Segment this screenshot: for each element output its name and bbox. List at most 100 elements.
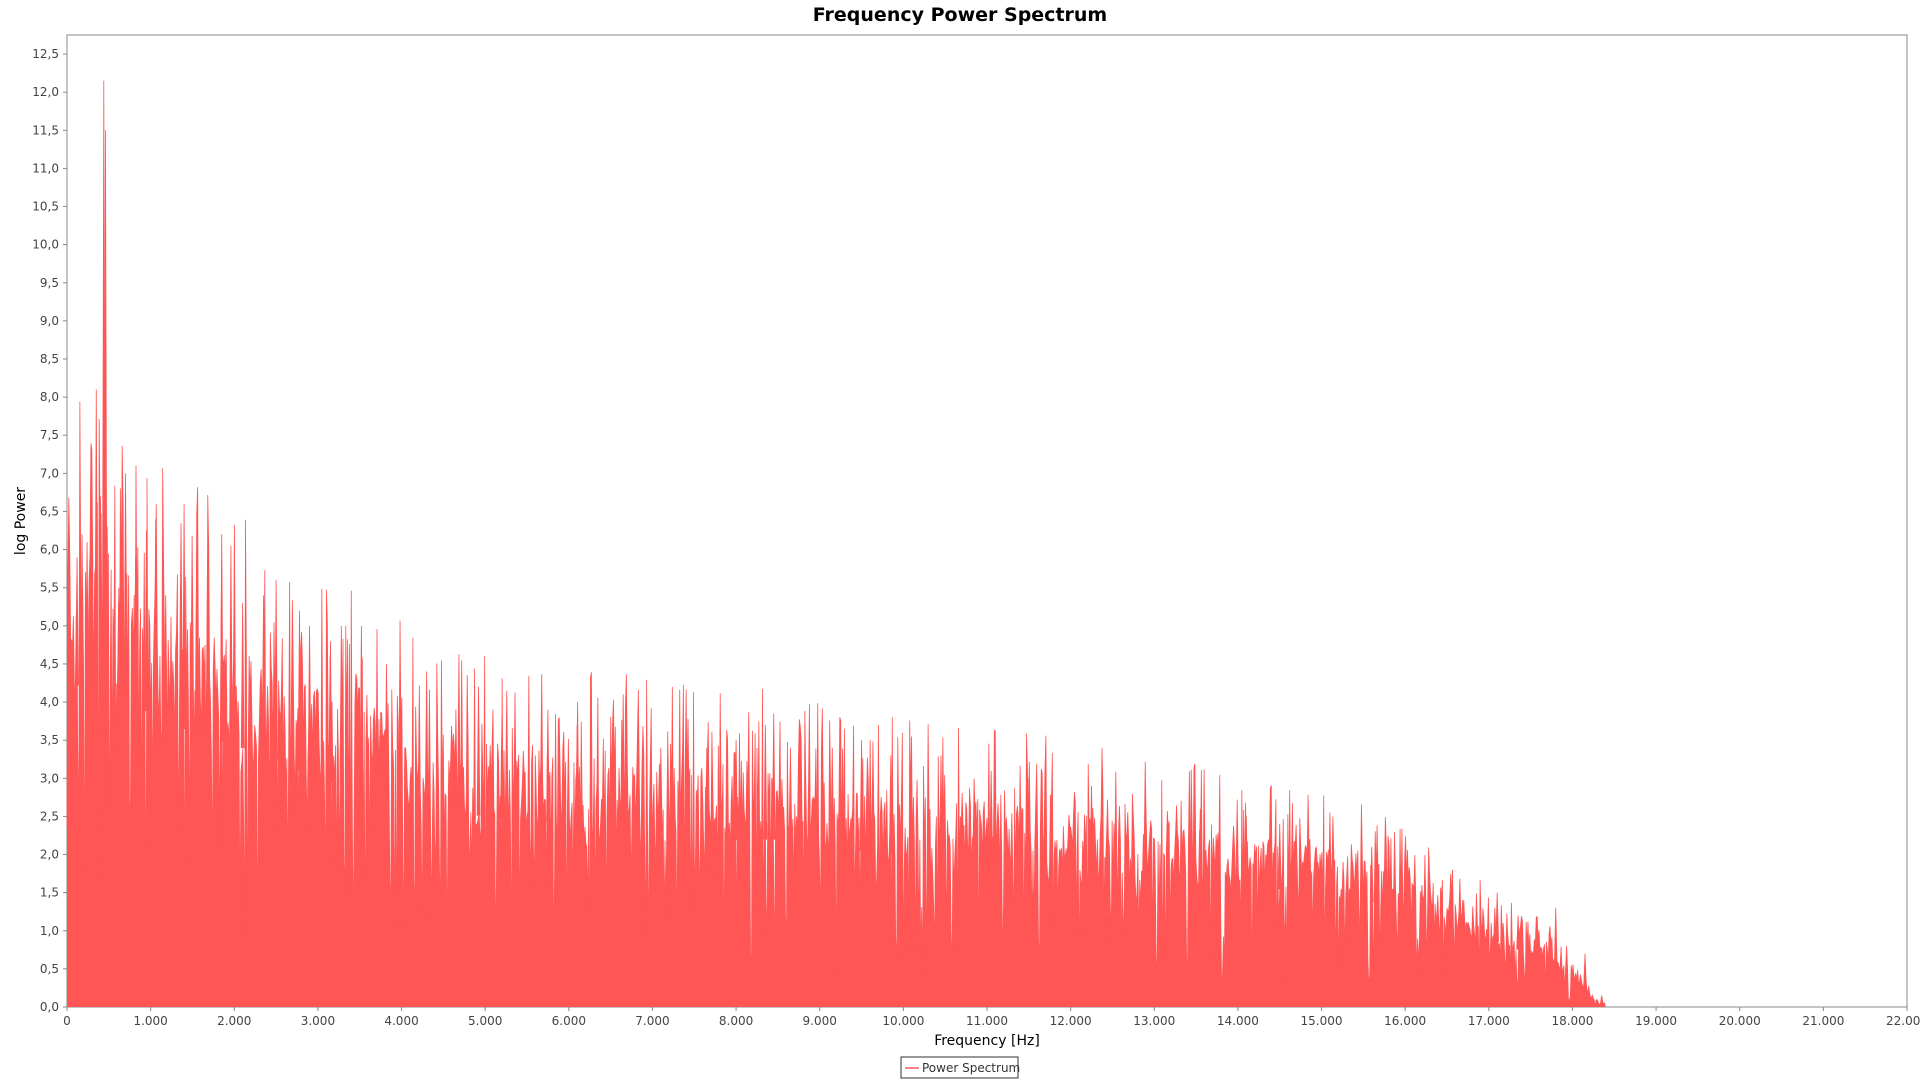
y-tick-label: 2,0 (40, 848, 59, 862)
spectrum-peak (1198, 808, 1203, 879)
spectrum-peak (117, 587, 121, 689)
x-tick-label: 0 (63, 1014, 71, 1028)
y-tick-label: 11,0 (32, 161, 59, 175)
y-axis-label: log Power (13, 487, 29, 555)
x-tick-label: 10.000 (882, 1014, 924, 1028)
y-tick-label: 10,0 (32, 238, 59, 252)
y-tick-label: 9,5 (40, 276, 59, 290)
spectrum-peak (307, 625, 312, 775)
x-tick-label: 19.000 (1635, 1014, 1677, 1028)
spectrum-peak (274, 580, 278, 760)
spectrum-peak (240, 602, 245, 749)
y-tick-label: 4,0 (40, 695, 59, 709)
y-tick-label: 7,5 (40, 428, 59, 442)
spectrum-peak (133, 557, 138, 704)
spectrum-peak (1599, 995, 1604, 1005)
y-tick-label: 8,5 (40, 352, 59, 366)
spectrum-peak (163, 595, 168, 721)
x-tick-label: 15.000 (1301, 1014, 1343, 1028)
spectrum-peak (1089, 785, 1094, 869)
x-tick-label: 17.000 (1468, 1014, 1510, 1028)
spectrum-peak (123, 473, 128, 695)
y-tick-label: 5,0 (40, 619, 59, 633)
y-tick-label: 3,0 (40, 771, 59, 785)
y-tick-label: 10,5 (32, 200, 59, 214)
y-tick-label: 6,5 (40, 504, 59, 518)
spectrum-peak (1495, 892, 1499, 942)
spectrum-peak (476, 686, 481, 816)
x-tick-label: 22.000 (1886, 1014, 1920, 1028)
spectrum-peak (105, 526, 109, 671)
power-spectrum-area (67, 355, 1606, 1008)
spectrum-peak (398, 671, 402, 802)
spectrum-peak (763, 724, 768, 840)
spectrum-peak (989, 770, 993, 860)
spectrum-peak (144, 530, 149, 712)
spectrum-peak (1553, 907, 1558, 968)
x-tick-label: 8.000 (719, 1014, 753, 1028)
spectrum-peak (830, 747, 835, 849)
x-tick-label: 14.000 (1217, 1014, 1259, 1028)
x-tick-label: 20.000 (1719, 1014, 1761, 1028)
spectrum-peak (80, 534, 84, 682)
spectrum-peak (1516, 915, 1520, 950)
y-tick-label: 8,0 (40, 390, 59, 404)
spectrum-peak (229, 545, 233, 744)
spectrum-peak (205, 557, 210, 737)
x-tick-label: 18.000 (1551, 1014, 1593, 1028)
spectrum-peak (621, 694, 625, 833)
spectrum-peak (94, 389, 99, 688)
x-tick-label: 5.000 (468, 1014, 502, 1028)
spectrum-peak (788, 747, 793, 842)
x-tick-label: 16.000 (1384, 1014, 1426, 1028)
spectrum-peak (219, 534, 224, 742)
spectrum-peak (771, 713, 776, 840)
x-axis-label: Frequency [Hz] (934, 1033, 1040, 1049)
spectrum-peak (384, 663, 389, 798)
x-tick-label: 2.000 (217, 1014, 251, 1028)
x-tick-label: 7.000 (635, 1014, 669, 1028)
legend: Power Spectrum (900, 1056, 1020, 1079)
y-tick-label: 5,5 (40, 581, 59, 595)
spectrum-peak (424, 671, 429, 807)
x-tick-label: 12.000 (1050, 1014, 1092, 1028)
spectrum-peak (546, 709, 550, 823)
spectrum-peak (454, 709, 458, 812)
spectrum-peak (1583, 953, 1587, 991)
spectrum-peak (1328, 812, 1332, 895)
legend-box (900, 1056, 1019, 1079)
spectrum-peak (1144, 808, 1148, 874)
spectrum-peak (1461, 900, 1466, 930)
spectrum-peak (75, 557, 79, 686)
x-tick-label: 9.000 (803, 1014, 837, 1028)
spectrum-peak (859, 740, 864, 852)
legend-label: Power Spectrum (922, 1061, 1020, 1075)
spectrum-peak (182, 503, 186, 730)
x-tick-label: 3.000 (301, 1014, 335, 1028)
spectrum-peak (67, 633, 72, 682)
y-tick-label: 0,5 (40, 962, 59, 976)
y-tick-label: 0,0 (40, 1000, 59, 1014)
spectrum-peak (339, 625, 344, 786)
series-layer (66, 80, 1606, 1008)
x-axis: 0 1.000 2.000 3.000 4.000 5.000 6.000 7.000 8.00… (63, 1007, 1920, 1028)
y-tick-label: 1,0 (40, 924, 59, 938)
x-tick-label: 6.000 (552, 1014, 586, 1028)
spectrum-peak (153, 519, 158, 717)
spectrum-peak (261, 595, 266, 756)
x-tick-label: 11.000 (966, 1014, 1008, 1028)
spectrum-peak (889, 755, 893, 854)
y-tick-label: 3,5 (40, 733, 59, 747)
spectrum-peak (359, 625, 364, 791)
y-tick-label: 4,5 (40, 657, 59, 671)
power-spectrum-line (66, 355, 1606, 1007)
x-tick-label: 1.000 (133, 1014, 167, 1028)
y-tick-label: 6,0 (40, 543, 59, 557)
y-tick-label: 11,5 (32, 123, 59, 137)
y-tick-label: 9,0 (40, 314, 59, 328)
spectrum-peak (194, 549, 199, 732)
spectrum-peak (98, 496, 103, 665)
spectrum-peak (939, 755, 943, 859)
